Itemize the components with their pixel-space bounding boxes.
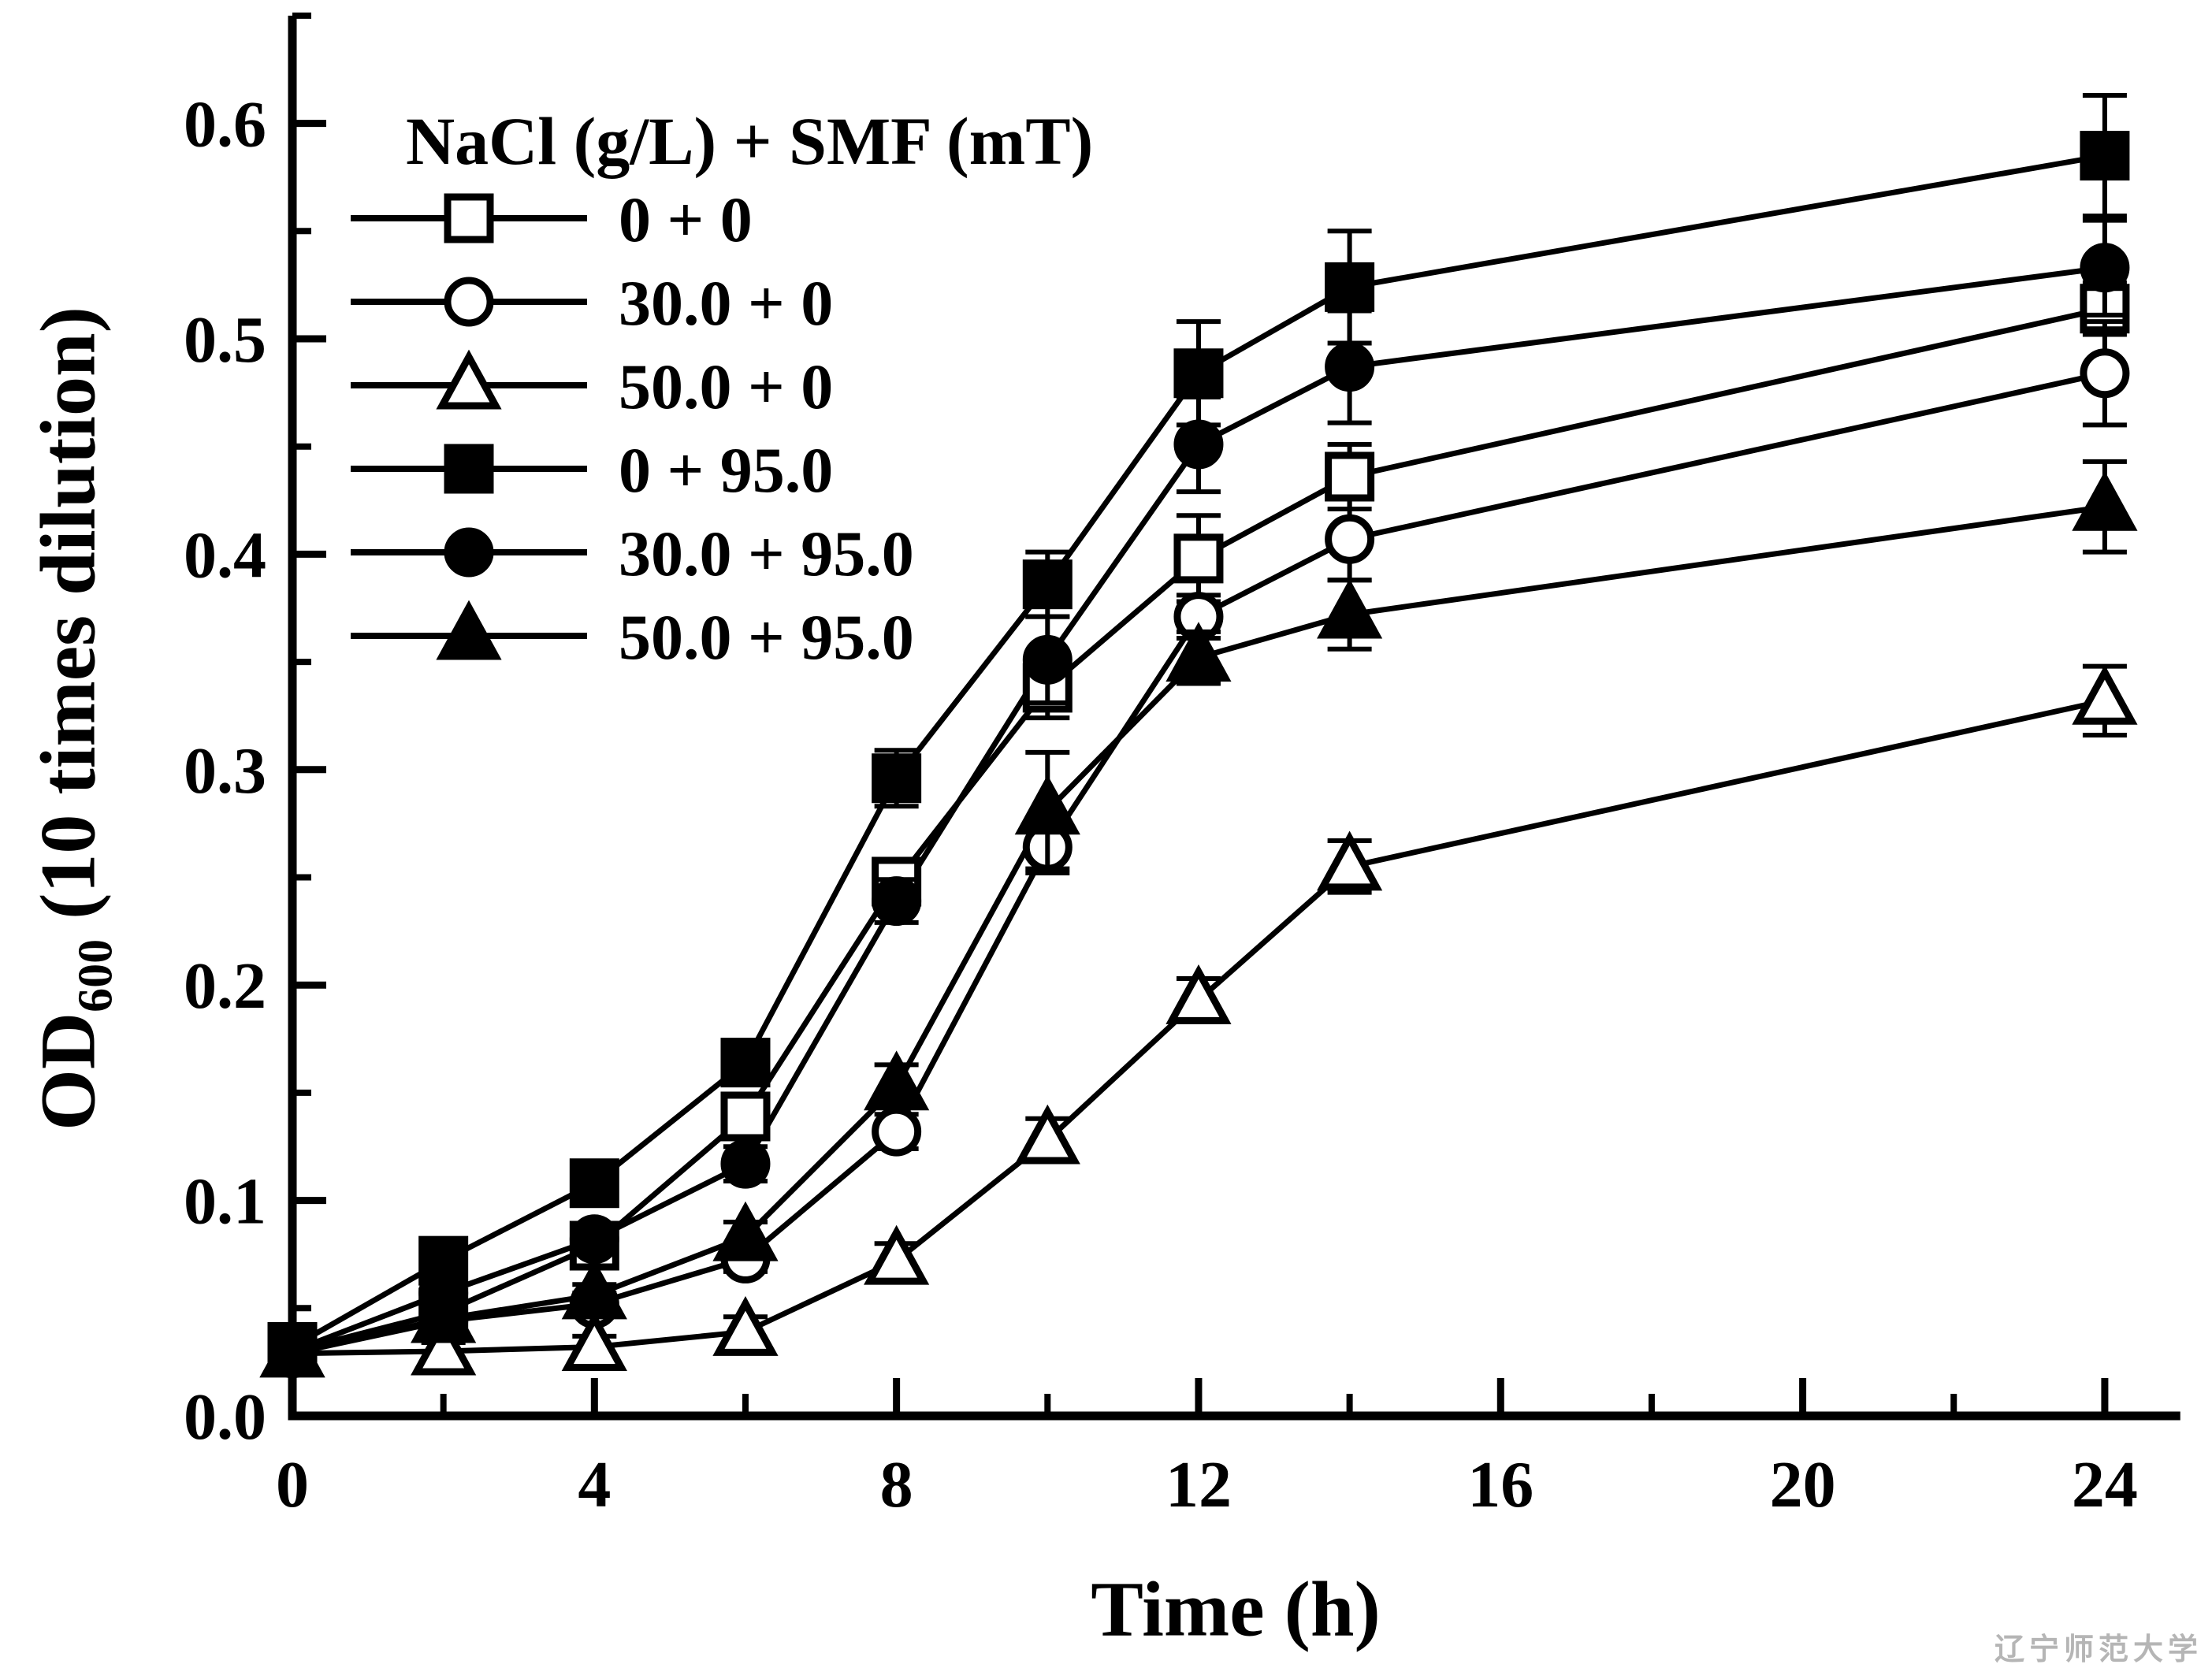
data-point-marker (2080, 348, 2130, 399)
data-point-marker (2080, 243, 2130, 293)
data-point-marker (1022, 559, 1073, 610)
data-point-marker (864, 1224, 930, 1285)
y-axis-title-main: OD (24, 1012, 112, 1131)
data-point-marker (569, 1214, 619, 1265)
y-tick-label: 0.0 (184, 1380, 266, 1454)
legend-label: 0 + 0 (619, 184, 753, 255)
legend-label: 30.0 + 0 (619, 267, 833, 339)
legend-label: 30.0 + 95.0 (619, 518, 914, 589)
legend-label: 0 + 95.0 (619, 434, 833, 506)
x-tick-label: 4 (578, 1448, 611, 1521)
legend-entry-0: 0 + 0 (351, 184, 753, 255)
series-2-points (259, 663, 2138, 1378)
data-point-marker (1325, 514, 1375, 564)
data-point-marker (1014, 775, 1080, 835)
y-tick-label: 0.2 (184, 949, 266, 1023)
filled-circle-marker-icon (444, 527, 494, 578)
x-axis-title: Time (h) (1091, 1565, 1381, 1653)
open-square-marker-icon (444, 193, 494, 243)
open-triangle-marker-icon (436, 349, 502, 410)
y-tick-label: 0.6 (184, 88, 266, 162)
y-axis-title: OD600 (10 times dilution) (23, 306, 123, 1131)
data-point-marker (1317, 830, 1383, 891)
data-point-marker (561, 1311, 627, 1372)
data-point-marker (712, 1296, 779, 1356)
data-point-marker (720, 1091, 771, 1142)
data-point-marker (2080, 131, 2130, 181)
data-point-marker (1325, 262, 1375, 312)
legend-title: NaCl (g/L) + SMF (mT) (406, 103, 1093, 179)
data-point-marker (720, 1038, 771, 1088)
data-point-marker (569, 1158, 619, 1209)
y-tick-label: 0.3 (184, 734, 266, 808)
series-3-points (267, 93, 2130, 1373)
data-point-marker (2072, 470, 2138, 531)
y-tick-label: 0.5 (184, 303, 266, 377)
data-point-marker (259, 1317, 325, 1378)
data-point-marker (864, 1050, 930, 1111)
data-point-marker (1022, 634, 1073, 685)
data-point-marker (1325, 342, 1375, 392)
data-point-marker (411, 1283, 477, 1343)
series-4-points (267, 217, 2130, 1376)
x-tick-label: 24 (2072, 1448, 2138, 1521)
data-point-marker (1173, 419, 1224, 470)
data-point-marker (561, 1259, 627, 1320)
legend-label: 50.0 + 0 (619, 351, 833, 422)
data-point-marker (872, 1106, 922, 1157)
data-point-marker (1317, 578, 1383, 639)
data-point-marker (2072, 664, 2138, 725)
filled-square-marker-icon (444, 444, 494, 494)
legend-entry-1: 30.0 + 0 (351, 267, 833, 339)
x-tick-label: 12 (1165, 1448, 1232, 1521)
y-tick-label: 0.4 (184, 518, 266, 592)
y-tick-label: 0.1 (184, 1165, 266, 1239)
y-axis-title-rest: (10 times dilution) (24, 306, 112, 939)
data-point-marker (712, 1201, 779, 1261)
legend-entry-2: 50.0 + 0 (351, 349, 833, 422)
legend-entry-4: 30.0 + 95.0 (351, 518, 914, 589)
data-point-marker (872, 876, 922, 927)
x-tick-label: 20 (1770, 1448, 1836, 1521)
open-circle-marker-icon (444, 277, 494, 327)
data-point-marker (1165, 964, 1232, 1024)
data-point-marker (1325, 451, 1375, 502)
x-tick-label: 0 (276, 1448, 309, 1521)
legend-entry-3: 0 + 95.0 (351, 434, 833, 506)
data-point-marker (411, 1315, 477, 1376)
data-point-marker (1173, 533, 1224, 584)
data-point-marker (872, 753, 922, 804)
series-5-points (259, 459, 2138, 1378)
filled-triangle-marker-icon (436, 600, 502, 660)
legend-label: 50.0 + 95.0 (619, 601, 914, 673)
data-point-marker (1165, 622, 1232, 682)
series-line-2 (292, 697, 2106, 1357)
x-tick-label: 8 (880, 1448, 913, 1521)
y-axis-title-subscript: 600 (69, 938, 123, 1012)
legend-entry-5: 50.0 + 95.0 (351, 600, 914, 673)
data-point-marker (720, 1139, 771, 1189)
watermark: 辽宁师范大学 (1994, 1633, 2203, 1666)
data-point-marker (1173, 348, 1224, 399)
legend: NaCl (g/L) + SMF (mT)0 + 0 30.0 + 0 50.0 +… (351, 103, 1093, 673)
x-tick-label: 16 (1467, 1448, 1534, 1521)
data-point-marker (1014, 1104, 1080, 1165)
